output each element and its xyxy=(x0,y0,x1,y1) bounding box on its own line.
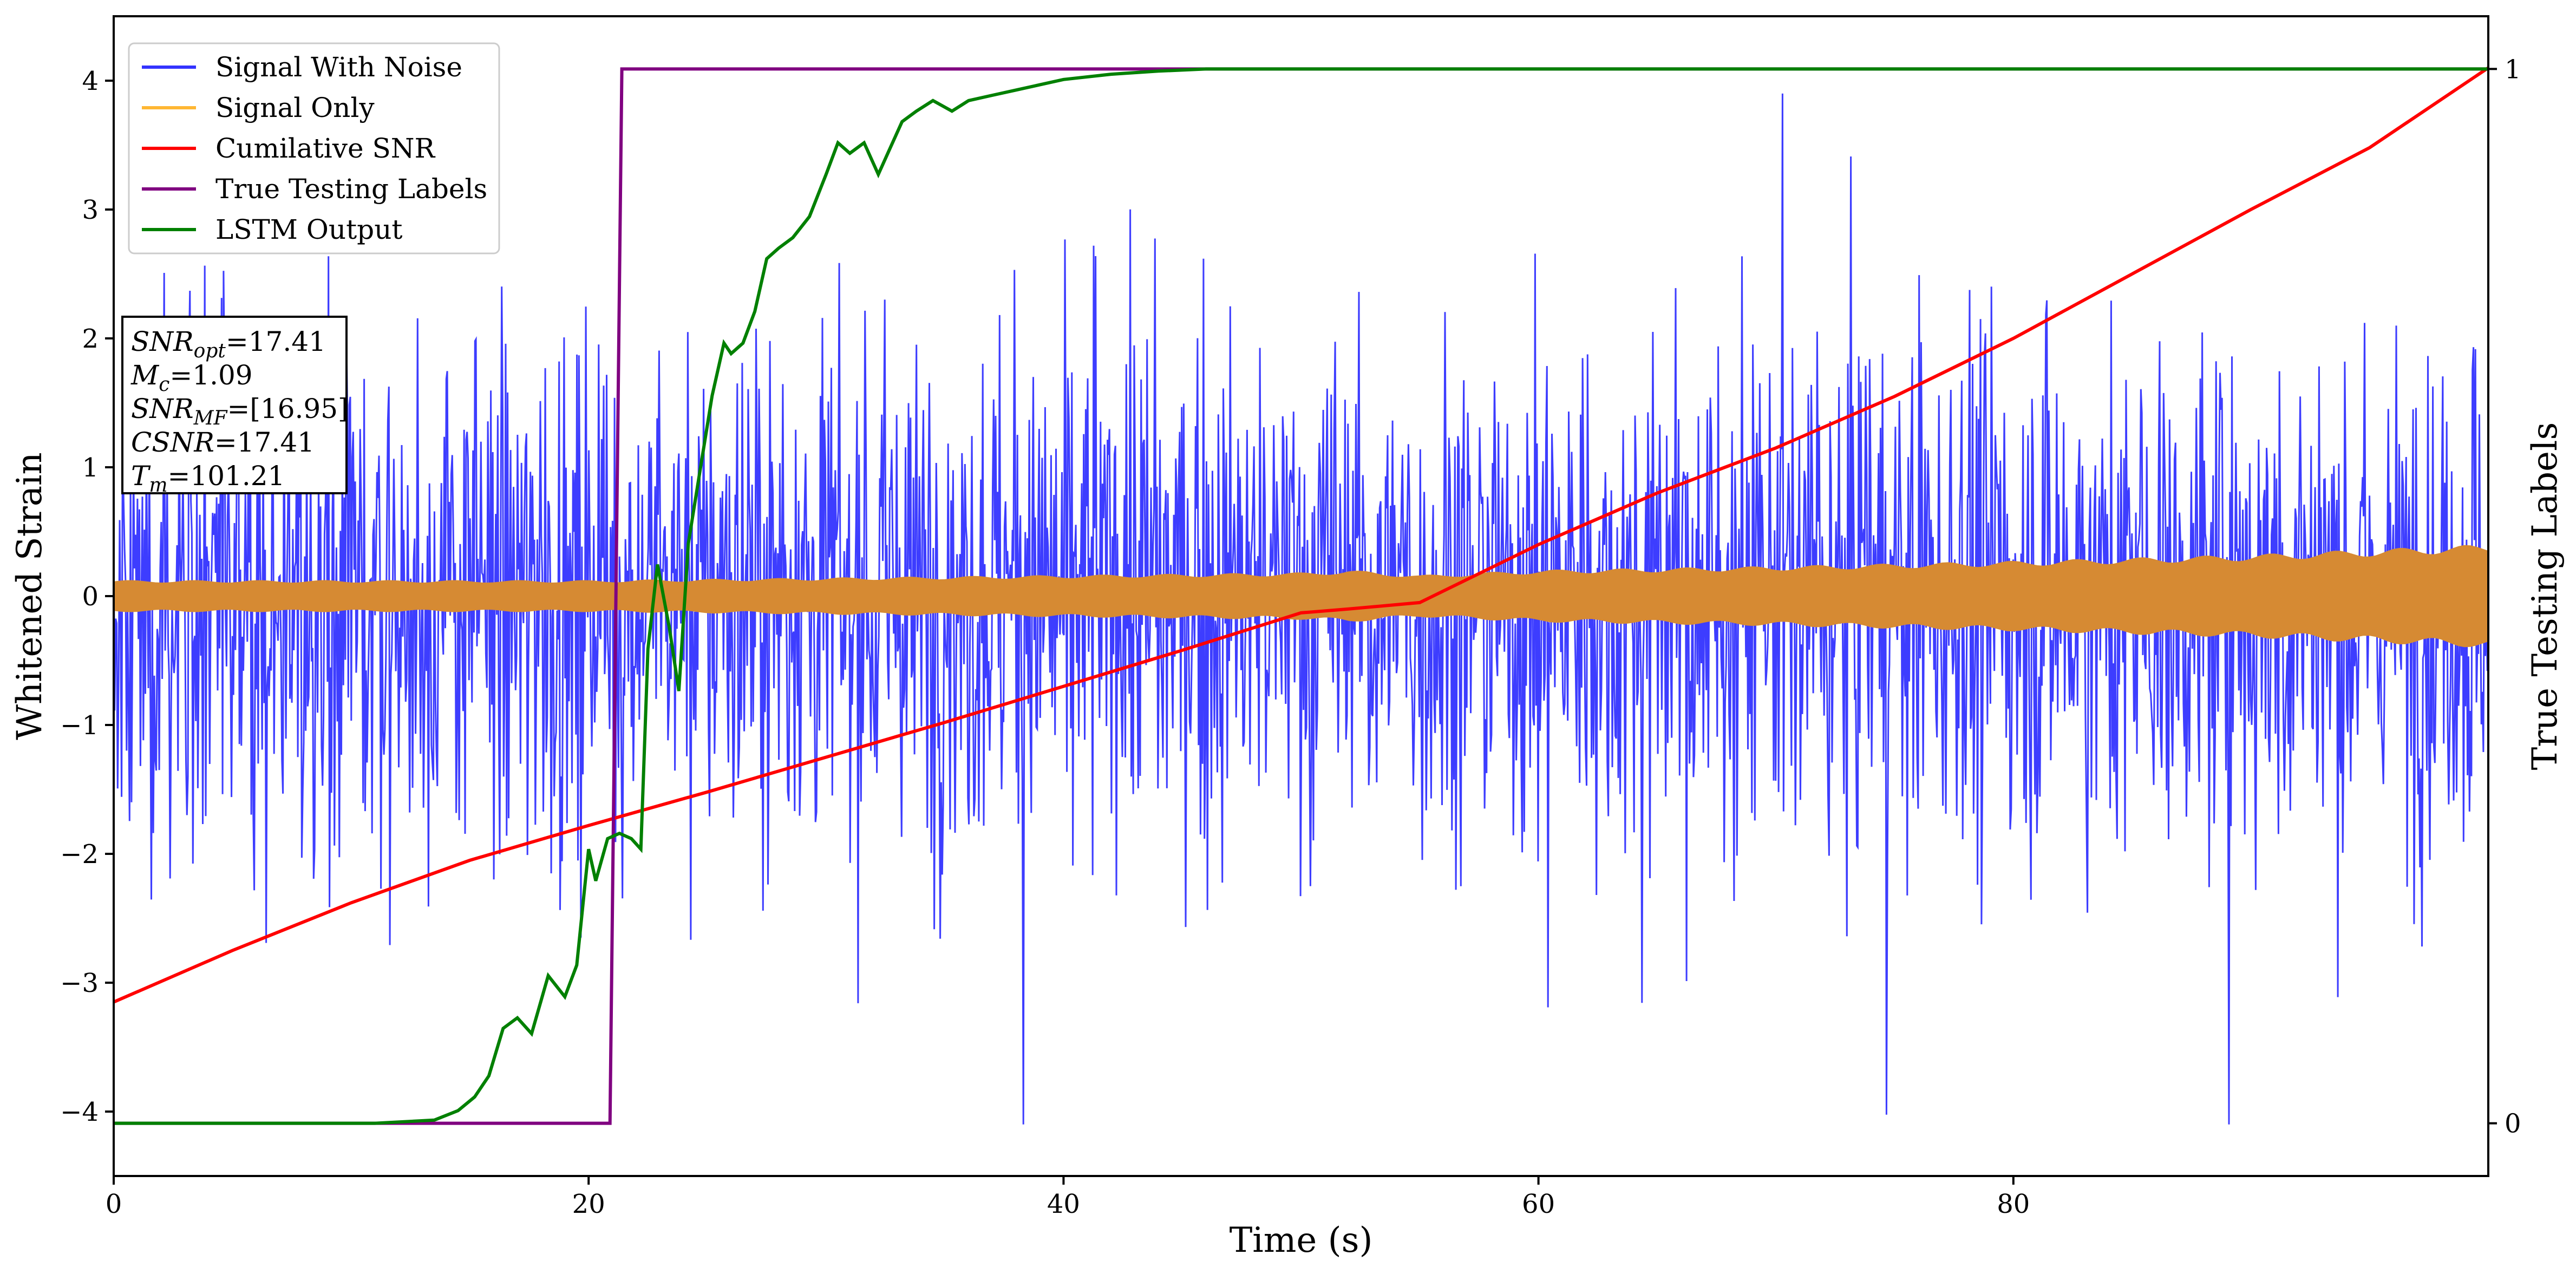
y-axis-right-label: True Testing Labels xyxy=(2525,422,2565,770)
signal-only-band xyxy=(114,545,2488,648)
y-left-tick-label: −1 xyxy=(60,710,99,741)
legend-label: Cumilative SNR xyxy=(215,133,435,164)
legend-box xyxy=(128,42,500,254)
annotation-line: Mc=1.09 xyxy=(130,360,253,396)
y-left-tick-label: 0 xyxy=(82,582,99,612)
y-right-tick-label: 0 xyxy=(2505,1109,2521,1139)
y-left-tick-label: −4 xyxy=(60,1097,99,1127)
annotation-line: CSNR=17.41 xyxy=(131,427,315,458)
y-left-tick-label: 4 xyxy=(82,66,99,96)
y-left-tick-label: 1 xyxy=(82,453,99,483)
x-tick-label: 60 xyxy=(1522,1189,1555,1219)
y-axis-left-label: Whitened Strain xyxy=(10,452,50,740)
annotation-line: SNRopt=17.41 xyxy=(131,326,326,362)
y-left-tick-label: −3 xyxy=(60,968,99,998)
y-left-tick-label: 3 xyxy=(82,195,99,225)
x-axis: 0 20 40 60 80 xyxy=(106,1176,2030,1219)
legend-label: LSTM Output xyxy=(215,214,402,245)
parameter-annotation-box: SNRopt=17.41Mc=1.09SNRMF=[16.95]CSNR=17.… xyxy=(121,316,349,496)
legend-label: True Testing Labels xyxy=(215,173,487,205)
legend-label: Signal With Noise xyxy=(215,51,462,83)
annotation-box xyxy=(121,316,348,494)
x-tick-label: 20 xyxy=(572,1189,605,1219)
plot-area xyxy=(114,66,2488,1125)
x-tick-label: 80 xyxy=(1997,1189,2030,1219)
y-axis-right: 01 xyxy=(2488,54,2521,1139)
cumilative-snr-line xyxy=(114,66,2488,1004)
annotation-line: SNRMF=[16.95] xyxy=(131,393,349,429)
x-tick-label: 40 xyxy=(1047,1189,1080,1219)
annotation-line: Tm=101.21 xyxy=(131,460,285,496)
x-axis-label: Time (s) xyxy=(1230,1220,1373,1260)
y-left-tick-label: −2 xyxy=(60,839,99,870)
y-right-tick-label: 1 xyxy=(2505,54,2521,84)
y-left-tick-label: 2 xyxy=(82,324,99,354)
x-tick-label: 0 xyxy=(106,1189,122,1219)
legend: Signal With Noise Signal Only Cumilative S… xyxy=(128,42,500,254)
legend-label: Signal Only xyxy=(215,92,375,123)
y-axis-left: −4 −3 −2 −1 0 1 2 3 4 xyxy=(60,66,114,1127)
lstm-output-line xyxy=(114,67,2488,1125)
